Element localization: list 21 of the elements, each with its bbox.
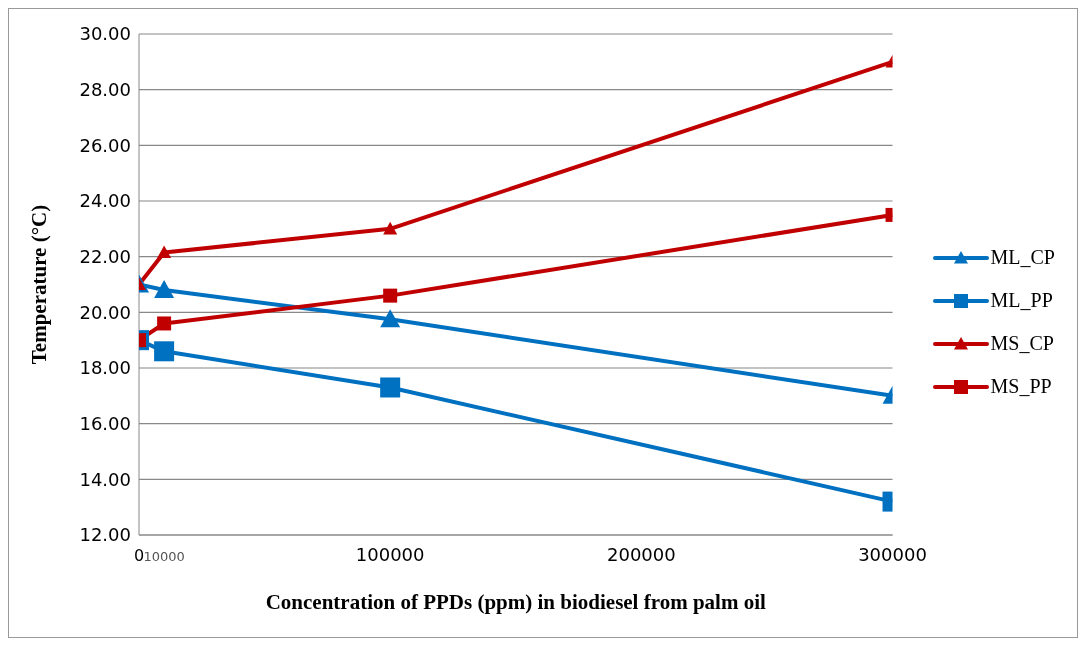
y-tick-label: 18.00 xyxy=(79,357,131,379)
y-tick-label: 28.00 xyxy=(79,79,131,101)
y-tick-label: 24.00 xyxy=(79,190,131,212)
y-tick-label: 16.00 xyxy=(79,413,131,435)
x-tick-label: 300000 xyxy=(858,544,927,565)
legend-label: MS_PP xyxy=(990,375,1052,398)
x-tick-label: 0 xyxy=(133,546,145,565)
y-tick-label: 22.00 xyxy=(79,246,131,268)
legend-label: MS_CP xyxy=(990,332,1054,355)
x-tick-label: 10000 xyxy=(143,549,185,564)
x-axis-title: Concentration of PPDs (ppm) in biodiesel from palm oil xyxy=(265,590,766,614)
legend-label: ML_CP xyxy=(990,246,1055,269)
y-tick-label: 12.00 xyxy=(79,524,131,546)
y-tick-label: 26.00 xyxy=(79,134,131,156)
x-tick-label: 100000 xyxy=(355,544,425,565)
y-tick-label: 30.00 xyxy=(79,23,131,45)
x-tick-label: 200000 xyxy=(606,544,676,565)
y-axis-title: Temperature (°C) xyxy=(27,204,52,365)
legend-label: ML_PP xyxy=(990,289,1053,312)
y-tick-label: 20.00 xyxy=(79,301,131,323)
y-tick-label: 14.00 xyxy=(79,468,131,490)
